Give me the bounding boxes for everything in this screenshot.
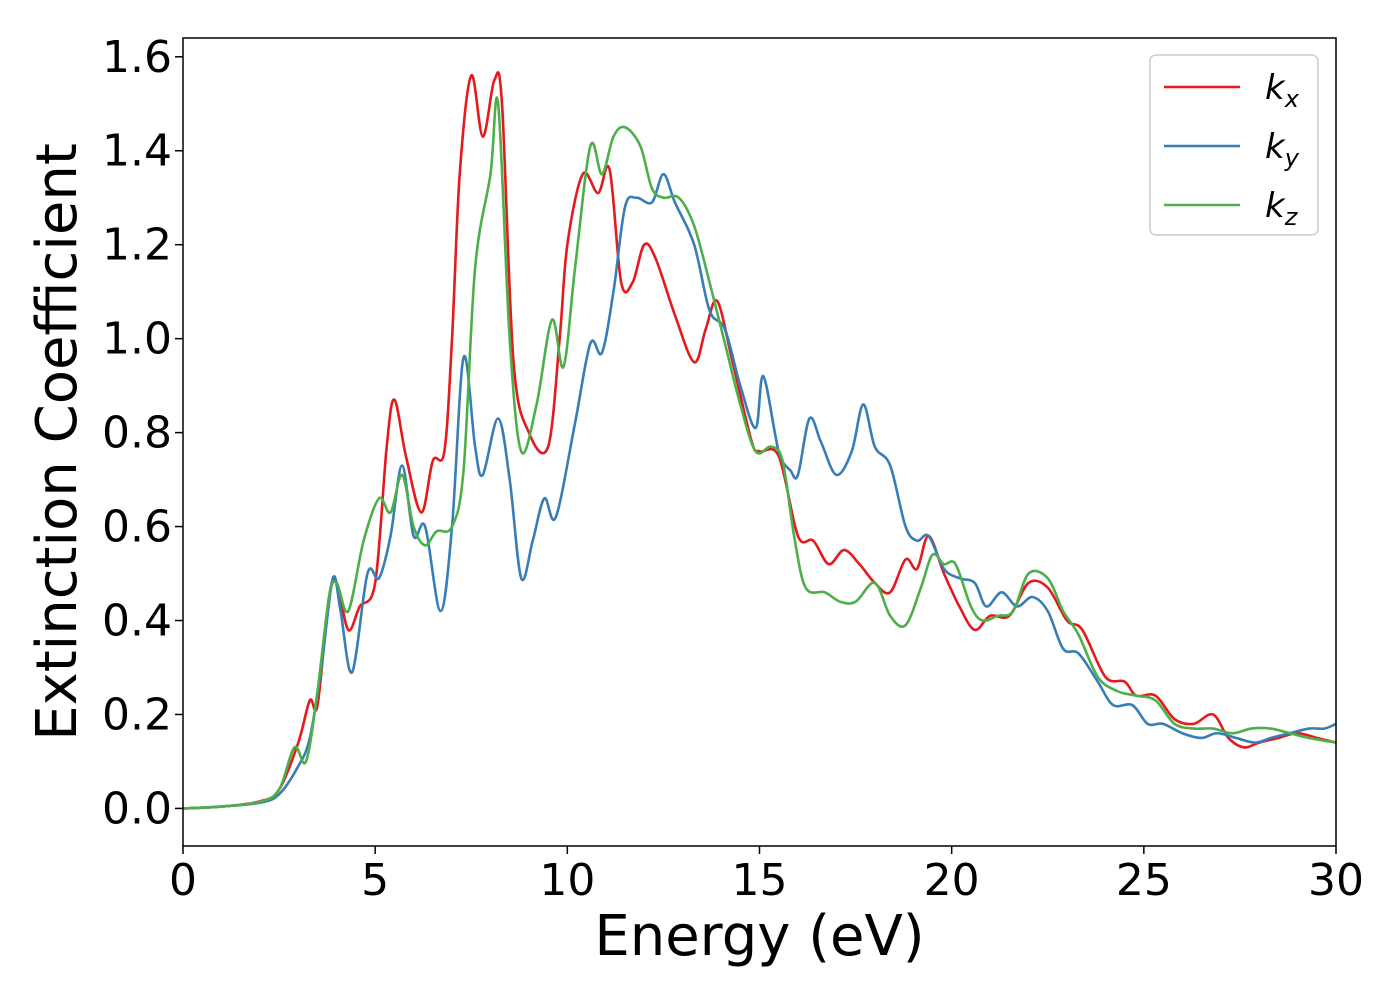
y-tick-label: 1.4	[102, 126, 172, 177]
series-layer	[183, 71, 1336, 810]
x-tick-label: 5	[361, 855, 389, 906]
legend: kx ky kz	[1149, 54, 1319, 236]
x-axis-ticks: 0 5 10 15 20 25 30	[169, 846, 1364, 906]
x-tick-label: 25	[1116, 855, 1172, 906]
legend-label-k-x: kx	[1265, 68, 1300, 113]
y-tick-label: 1.6	[102, 32, 172, 83]
y-axis-label: Extinction Coefficient	[25, 143, 90, 741]
x-tick-label: 10	[539, 855, 595, 906]
y-axis-ticks: 0.0 0.2 0.4 0.6 0.8 1.0 1.2 1.4 1.6	[102, 32, 183, 834]
y-tick-label: 0.4	[102, 596, 172, 647]
y-tick-label: 1.2	[102, 220, 172, 271]
series-line-k-z	[183, 96, 1336, 810]
x-tick-label: 15	[732, 855, 788, 906]
y-tick-label: 0.6	[102, 502, 172, 553]
y-tick-label: 1.0	[102, 314, 172, 365]
y-tick-label: 0.0	[102, 783, 172, 834]
y-tick-label: 0.8	[102, 408, 172, 459]
x-tick-label: 0	[169, 855, 197, 906]
series-line-k-x	[183, 71, 1336, 810]
y-tick-label: 0.2	[102, 689, 172, 740]
x-tick-label: 20	[924, 855, 980, 906]
series-line-k-y	[183, 172, 1336, 810]
legend-label-k-y: ky	[1265, 127, 1300, 172]
x-tick-label: 30	[1308, 855, 1364, 906]
x-axis-label: Energy (eV)	[594, 904, 924, 969]
legend-label-k-z: kz	[1265, 186, 1299, 231]
